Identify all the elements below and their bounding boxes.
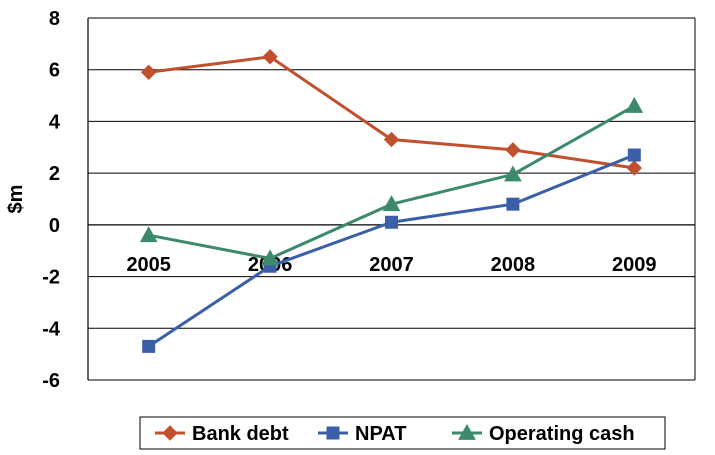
data-point-npat	[385, 215, 398, 229]
y-tick-label: 0	[49, 215, 60, 237]
x-tick-label: 2007	[369, 254, 414, 276]
data-point-bank-debt	[262, 49, 278, 65]
legend-box	[139, 416, 666, 450]
x-tick-label: 2005	[126, 254, 171, 276]
y-tick-label: 6	[49, 60, 60, 82]
legend-marker-npat	[326, 426, 340, 440]
legend-label-operating-cash: Operating cash	[489, 423, 635, 445]
legend-label-npat: NPAT	[355, 423, 406, 445]
data-point-operating-cash	[504, 165, 522, 182]
data-point-operating-cash	[139, 226, 158, 243]
data-point-bank-debt	[626, 160, 643, 176]
data-point-npat	[506, 197, 520, 211]
legend-marker-operating-cash	[458, 423, 476, 440]
y-tick-label: 2	[49, 163, 60, 185]
x-tick-label: 2008	[491, 254, 536, 276]
y-tick-label: -6	[42, 370, 60, 392]
y-tick-label: -2	[42, 267, 60, 289]
x-tick-label: 2009	[612, 254, 657, 276]
data-point-operating-cash	[261, 249, 279, 266]
series-line-npat	[147, 153, 635, 348]
y-tick-label: 8	[49, 8, 60, 30]
data-point-npat	[627, 148, 641, 162]
series-line-bank-debt	[148, 55, 635, 170]
y-tick-label: 4	[49, 111, 61, 133]
legend-marker-bank-debt	[162, 425, 178, 441]
y-tick-label: -4	[42, 318, 61, 340]
data-point-operating-cash	[625, 96, 644, 113]
series-line-operating-cash	[148, 104, 636, 261]
y-axis-label: $m	[5, 185, 27, 214]
data-point-bank-debt	[383, 131, 400, 148]
data-point-bank-debt	[140, 64, 157, 81]
legend-label-bank-debt: Bank debt	[192, 423, 289, 445]
data-point-operating-cash	[382, 195, 401, 212]
data-point-bank-debt	[505, 142, 521, 158]
data-point-npat	[142, 339, 156, 353]
